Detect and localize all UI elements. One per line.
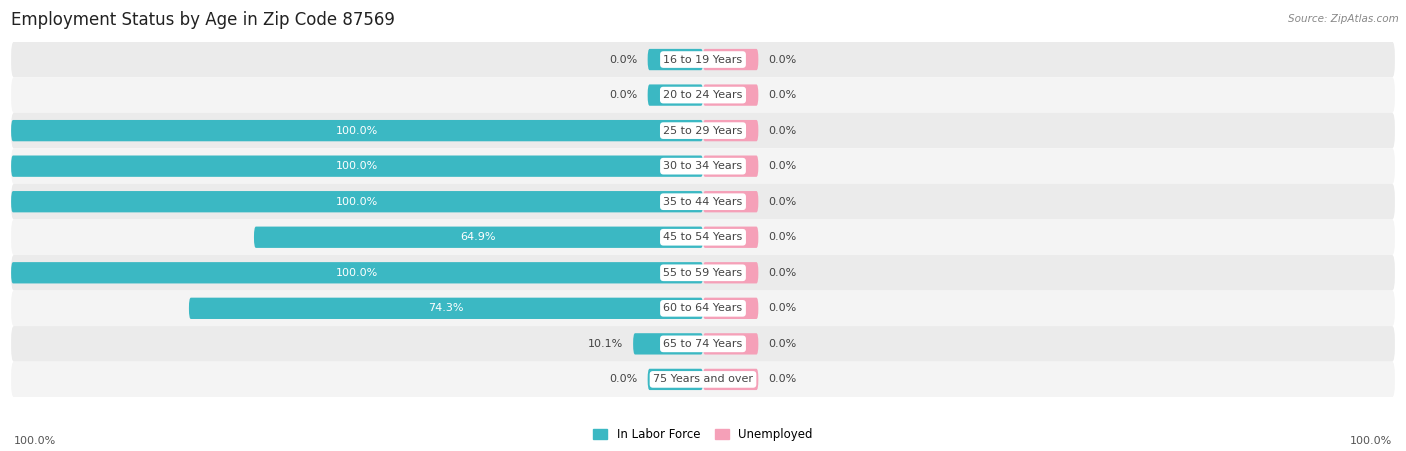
FancyBboxPatch shape: [11, 191, 703, 212]
FancyBboxPatch shape: [254, 226, 703, 248]
FancyBboxPatch shape: [703, 298, 758, 319]
Legend: In Labor Force, Unemployed: In Labor Force, Unemployed: [593, 428, 813, 441]
Text: 16 to 19 Years: 16 to 19 Years: [664, 55, 742, 64]
Text: 45 to 54 Years: 45 to 54 Years: [664, 232, 742, 242]
FancyBboxPatch shape: [11, 290, 1395, 326]
FancyBboxPatch shape: [11, 156, 703, 177]
FancyBboxPatch shape: [648, 49, 703, 70]
Text: Source: ZipAtlas.com: Source: ZipAtlas.com: [1288, 14, 1399, 23]
FancyBboxPatch shape: [648, 84, 703, 106]
Text: 74.3%: 74.3%: [429, 304, 464, 313]
Text: 100.0%: 100.0%: [336, 161, 378, 171]
FancyBboxPatch shape: [633, 333, 703, 354]
Text: 60 to 64 Years: 60 to 64 Years: [664, 304, 742, 313]
FancyBboxPatch shape: [703, 120, 758, 141]
FancyBboxPatch shape: [703, 84, 758, 106]
Text: 100.0%: 100.0%: [14, 437, 56, 446]
FancyBboxPatch shape: [11, 262, 703, 283]
FancyBboxPatch shape: [11, 220, 1395, 255]
FancyBboxPatch shape: [11, 77, 1395, 113]
Text: 0.0%: 0.0%: [769, 55, 797, 64]
Text: 100.0%: 100.0%: [1350, 437, 1392, 446]
Text: 55 to 59 Years: 55 to 59 Years: [664, 268, 742, 278]
FancyBboxPatch shape: [11, 326, 1395, 362]
Text: 0.0%: 0.0%: [769, 232, 797, 242]
FancyBboxPatch shape: [188, 298, 703, 319]
FancyBboxPatch shape: [703, 333, 758, 354]
FancyBboxPatch shape: [11, 120, 703, 141]
FancyBboxPatch shape: [11, 148, 1395, 184]
Text: 0.0%: 0.0%: [769, 339, 797, 349]
Text: 100.0%: 100.0%: [336, 126, 378, 136]
Text: 0.0%: 0.0%: [769, 161, 797, 171]
FancyBboxPatch shape: [703, 369, 758, 390]
Text: 30 to 34 Years: 30 to 34 Years: [664, 161, 742, 171]
Text: 64.9%: 64.9%: [461, 232, 496, 242]
Text: 25 to 29 Years: 25 to 29 Years: [664, 126, 742, 136]
FancyBboxPatch shape: [11, 362, 1395, 397]
Text: 20 to 24 Years: 20 to 24 Years: [664, 90, 742, 100]
FancyBboxPatch shape: [703, 156, 758, 177]
Text: 100.0%: 100.0%: [336, 197, 378, 207]
FancyBboxPatch shape: [11, 255, 1395, 290]
Text: Employment Status by Age in Zip Code 87569: Employment Status by Age in Zip Code 875…: [11, 11, 395, 29]
Text: 35 to 44 Years: 35 to 44 Years: [664, 197, 742, 207]
FancyBboxPatch shape: [11, 113, 1395, 148]
Text: 0.0%: 0.0%: [769, 374, 797, 384]
FancyBboxPatch shape: [703, 49, 758, 70]
Text: 0.0%: 0.0%: [769, 268, 797, 278]
FancyBboxPatch shape: [703, 191, 758, 212]
Text: 100.0%: 100.0%: [336, 268, 378, 278]
Text: 10.1%: 10.1%: [588, 339, 623, 349]
FancyBboxPatch shape: [648, 369, 703, 390]
Text: 0.0%: 0.0%: [769, 197, 797, 207]
Text: 75 Years and over: 75 Years and over: [652, 374, 754, 384]
Text: 0.0%: 0.0%: [609, 55, 637, 64]
FancyBboxPatch shape: [11, 184, 1395, 220]
Text: 65 to 74 Years: 65 to 74 Years: [664, 339, 742, 349]
FancyBboxPatch shape: [703, 262, 758, 283]
Text: 0.0%: 0.0%: [609, 90, 637, 100]
Text: 0.0%: 0.0%: [769, 90, 797, 100]
FancyBboxPatch shape: [703, 226, 758, 248]
FancyBboxPatch shape: [11, 42, 1395, 77]
Text: 0.0%: 0.0%: [769, 126, 797, 136]
Text: 0.0%: 0.0%: [609, 374, 637, 384]
Text: 0.0%: 0.0%: [769, 304, 797, 313]
